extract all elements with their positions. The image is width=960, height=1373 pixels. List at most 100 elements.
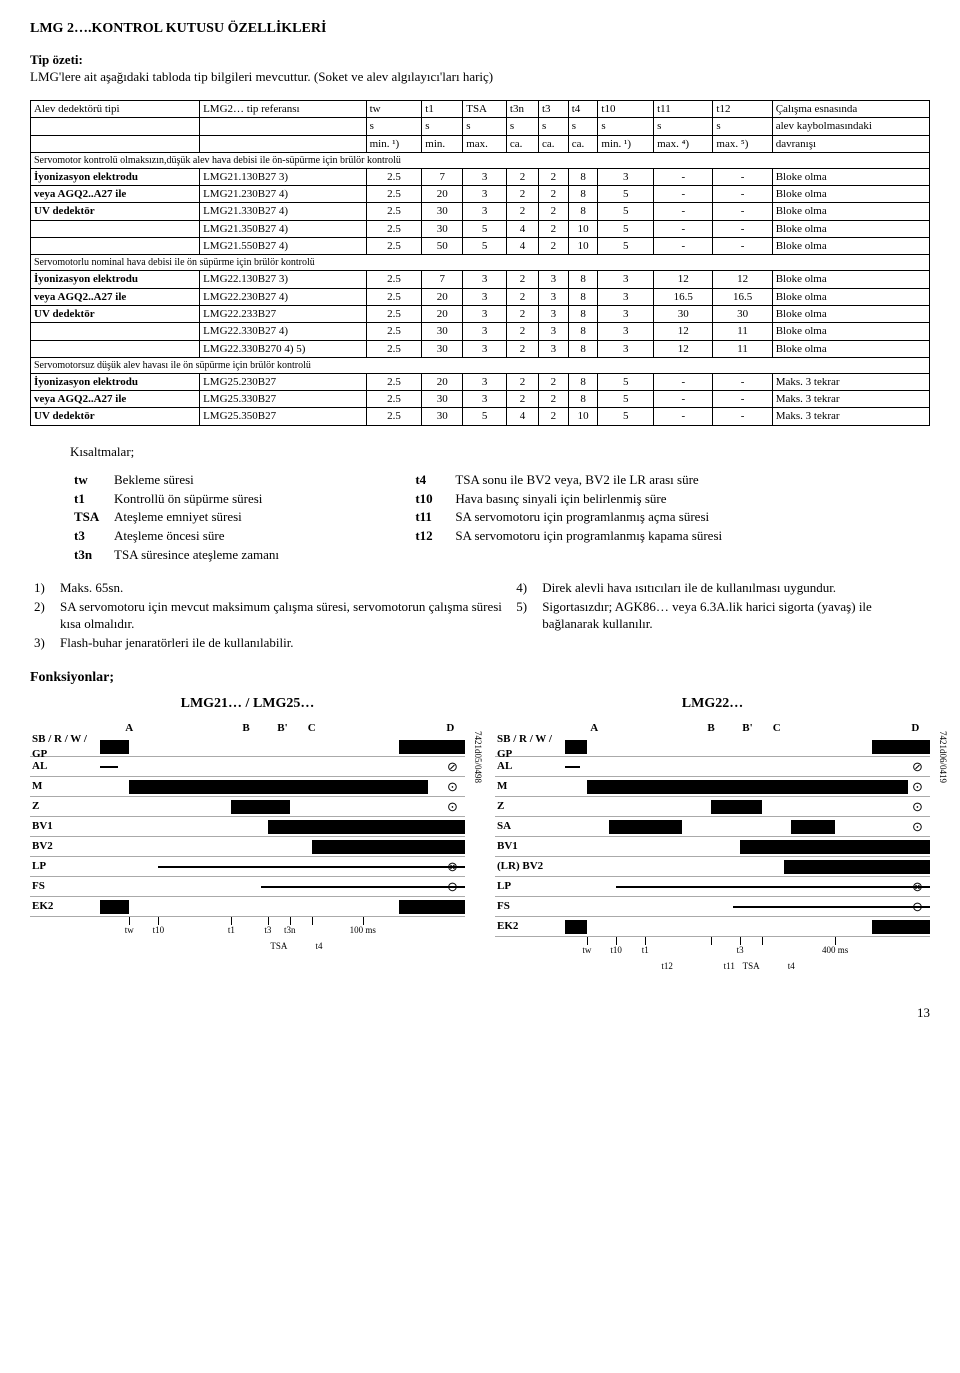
spec-cell: 30 xyxy=(422,340,463,357)
note-text: Flash-buhar jenaratörleri ile de kullanı… xyxy=(56,634,512,653)
row-marker-icon: ⊙ xyxy=(912,899,926,913)
timing-bar xyxy=(261,886,465,888)
timing-bar xyxy=(616,886,930,888)
page-heading: LMG 2….KONTROL KUTUSU ÖZELLİKLERİ xyxy=(30,20,930,38)
spec-cell: 2 xyxy=(538,186,568,203)
spec-cell: Bloke olma xyxy=(772,340,929,357)
spec-cell: 10 xyxy=(568,220,598,237)
diagram-title: LMG22… xyxy=(495,695,930,713)
tick-label: tw xyxy=(125,925,134,937)
spec-header-cell: s xyxy=(654,118,713,135)
row-marker-icon: ⊙ xyxy=(912,859,926,873)
spec-cell: - xyxy=(713,220,772,237)
spec-header-cell: s xyxy=(422,118,463,135)
spec-cell: 30 xyxy=(422,203,463,220)
spec-detector-label xyxy=(31,238,200,255)
spec-cell: 7 xyxy=(422,271,463,288)
spec-header-cell: s xyxy=(506,118,538,135)
spec-header-cell: Alev dedektörü tipi xyxy=(31,100,200,117)
timing-bar xyxy=(733,906,930,908)
diagram-title: LMG21… / LMG25… xyxy=(30,695,465,713)
spec-cell: 12 xyxy=(654,323,713,340)
spec-header-cell: s xyxy=(598,118,654,135)
note-text: Sigortasızdır; AGK86… veya 6.3A.lik hari… xyxy=(538,598,930,634)
abbrev-value: SA servomotoru için programlanmış kapama… xyxy=(451,527,930,546)
abbrev-value: Ateşleme öncesi süre xyxy=(110,527,411,546)
diagram-code: 7421d06/0419 xyxy=(936,731,948,783)
spec-cell: LMG22.130B27 3) xyxy=(200,271,367,288)
row-marker-icon: ⊙ xyxy=(447,899,461,913)
phase-letter: A xyxy=(590,721,598,735)
spec-header-cell: t3 xyxy=(538,100,568,117)
spec-header-cell: t3n xyxy=(506,100,538,117)
spec-header-cell: ca. xyxy=(506,135,538,152)
row-marker-icon: ⊙ xyxy=(912,819,926,833)
spec-header-cell: alev kaybolmasındaki xyxy=(772,118,929,135)
spec-cell: 2 xyxy=(538,220,568,237)
spec-section-title: Servomotorlu nominal hava debisi ile ön … xyxy=(31,255,930,271)
tick-label: t10 xyxy=(610,945,622,957)
spec-cell: Bloke olma xyxy=(772,271,929,288)
spec-detector-label: İyonizasyon elektrodu xyxy=(31,271,200,288)
spec-cell: LMG25.230B27 xyxy=(200,373,367,390)
abbrev-key: t3 xyxy=(70,527,110,546)
spec-cell: 3 xyxy=(463,168,507,185)
timing-bar xyxy=(565,740,587,754)
spec-cell: 2 xyxy=(506,271,538,288)
tick-label: t3 xyxy=(737,945,744,957)
intro-label: Tip özeti: xyxy=(30,52,83,67)
spec-cell: - xyxy=(654,168,713,185)
spec-cell: 2 xyxy=(506,373,538,390)
tick-label: t1 xyxy=(228,925,235,937)
spec-header-cell: max. ⁴) xyxy=(654,135,713,152)
spec-cell: 3 xyxy=(463,271,507,288)
spec-cell: 30 xyxy=(654,305,713,322)
spec-cell: 3 xyxy=(463,186,507,203)
spec-header-cell: t10 xyxy=(598,100,654,117)
spec-cell: 3 xyxy=(463,323,507,340)
abbrev-value: SA servomotoru için programlanmış açma s… xyxy=(451,508,930,527)
spec-cell: 2 xyxy=(506,168,538,185)
spec-cell: Maks. 3 tekrar xyxy=(772,373,929,390)
spec-cell: LMG22.233B27 xyxy=(200,305,367,322)
abbrev-key: t11 xyxy=(411,508,451,527)
spec-cell: 2.5 xyxy=(366,271,422,288)
spec-cell: 30 xyxy=(422,408,463,425)
intro-block: Tip özeti: LMG'lere ait aşağıdaki tablod… xyxy=(30,52,930,86)
spec-cell: 16.5 xyxy=(654,288,713,305)
tick-label: t1 xyxy=(642,945,649,957)
spec-cell: 5 xyxy=(598,408,654,425)
tick-label: 100 ms xyxy=(350,925,376,937)
spec-cell: 2 xyxy=(538,203,568,220)
note-text: Direk alevli hava ısıtıcıları ile de kul… xyxy=(538,579,930,598)
timing-bar xyxy=(100,740,129,754)
spec-header-cell: s xyxy=(568,118,598,135)
spec-detector-label xyxy=(31,323,200,340)
spec-section-title: Servomotor kontrolü olmaksızın,düşük ale… xyxy=(31,152,930,168)
spec-cell: 10 xyxy=(568,408,598,425)
spec-cell: 5 xyxy=(598,203,654,220)
spec-cell: - xyxy=(654,408,713,425)
spec-cell: 3 xyxy=(598,271,654,288)
spec-cell: 2.5 xyxy=(366,288,422,305)
spec-cell: 5 xyxy=(463,220,507,237)
spec-detector-label xyxy=(31,220,200,237)
phase-letter: B xyxy=(242,721,249,735)
spec-detector-label: UV dedektör xyxy=(31,203,200,220)
spec-cell: 20 xyxy=(422,305,463,322)
timing-bar xyxy=(268,820,465,834)
spec-cell: 2.5 xyxy=(366,186,422,203)
spec-cell: LMG21.230B27 4) xyxy=(200,186,367,203)
spec-cell: - xyxy=(654,373,713,390)
signal-label: Z xyxy=(30,799,100,813)
spec-cell: 10 xyxy=(568,238,598,255)
spec-cell: 30 xyxy=(422,391,463,408)
spec-cell: - xyxy=(654,186,713,203)
spec-header-cell: max. xyxy=(463,135,507,152)
spec-header-cell: TSA xyxy=(463,100,507,117)
timing-bar xyxy=(100,766,118,768)
spec-cell: 4 xyxy=(506,220,538,237)
spec-cell: 11 xyxy=(713,323,772,340)
spec-cell: 3 xyxy=(598,305,654,322)
signal-label: FS xyxy=(495,899,565,913)
